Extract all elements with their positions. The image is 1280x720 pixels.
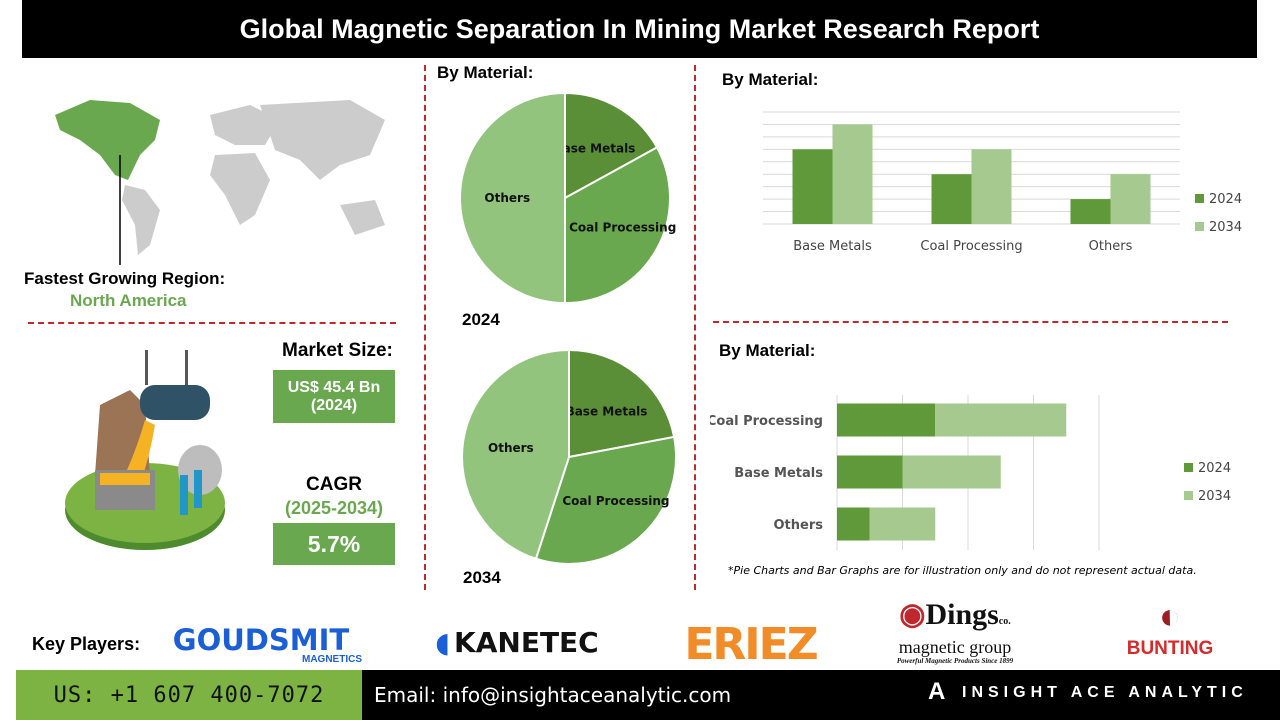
bunting-logo: ◐ BUNTING [1126, 595, 1214, 659]
stacked-bar-chart: Coal Processing Base Metals Others 2024 2034 [710, 395, 1231, 550]
disclaimer: *Pie Charts and Bar Graphs are for illus… [728, 564, 1197, 577]
market-size-box: US$ 45.4 Bn (2024) [273, 370, 395, 423]
pie-caption-2024: 2024 [462, 310, 500, 329]
bar-title: By Material: [722, 70, 819, 89]
y-tick-label: Coal Processing [710, 414, 823, 429]
key-players-label: Key Players: [32, 634, 141, 654]
bar [832, 124, 873, 224]
bar [792, 149, 833, 224]
cagr-value: 5.7% [273, 523, 395, 565]
market-size-label: Market Size: [282, 340, 393, 361]
cagr-period: (2025-2034) [284, 498, 384, 518]
cagr-label: CAGR [306, 474, 362, 495]
pie-chart-2034: Base Metals Coal Processing Others [461, 348, 677, 565]
legend-swatch [1195, 194, 1204, 203]
legend-label: 2034 [1209, 220, 1242, 235]
region-value: North America [70, 291, 187, 310]
y-tick-label: Others [774, 518, 824, 533]
bar-segment [902, 455, 1001, 489]
pie-slice [564, 91, 659, 200]
page-title: Global Magnetic Separation In Mining Mar… [22, 0, 1257, 58]
bar-segment [935, 403, 1067, 437]
pie-slice [568, 348, 676, 459]
pie-title: By Material: [437, 63, 534, 82]
pie-label: Coal Processing [569, 220, 676, 234]
bar [1070, 199, 1111, 224]
bar-segment [837, 403, 936, 437]
bar-segment [869, 507, 936, 541]
footer-bar: Email: info@insightaceanalytic.com A INS… [362, 670, 1280, 720]
market-size-year: (2024) [310, 396, 358, 414]
mining-illustration [65, 350, 225, 550]
brand-logo-icon: A [928, 678, 946, 705]
divider [713, 321, 1228, 323]
phone-number[interactable]: US: +1 607 400-7072 [16, 670, 362, 720]
pie-label: Base Metals [566, 405, 648, 419]
pie-caption-2034: 2034 [463, 568, 501, 587]
divider [28, 322, 396, 324]
bar-chart: Base Metals Coal Processing Others 2024 2034 [763, 111, 1242, 254]
pie-label: Others [484, 191, 530, 205]
kanetec-logo: ◖ KANETEC [435, 625, 599, 659]
dings-logo: ◉Dingsco. magnetic group Powerful Magnet… [896, 597, 1014, 665]
pie-label: Others [488, 441, 534, 455]
bar [931, 174, 972, 224]
bar [1110, 174, 1151, 224]
bar-segment [837, 455, 903, 489]
pie-slice [564, 146, 671, 305]
x-tick-label: Others [1089, 239, 1133, 254]
world-map [55, 100, 385, 265]
market-size-value: US$ 45.4 Bn [287, 378, 381, 396]
pie-label: Coal Processing [562, 494, 669, 508]
legend-swatch [1184, 463, 1193, 472]
region-label: Fastest Growing Region: [24, 269, 226, 288]
email-link[interactable]: Email: info@insightaceanalytic.com [374, 683, 732, 707]
pie-slice [534, 435, 677, 565]
x-tick-label: Coal Processing [920, 239, 1022, 254]
bar [971, 149, 1012, 224]
divider [424, 65, 426, 590]
brand-name: INSIGHT ACE ANALYTIC [962, 684, 1248, 701]
eriez-logo: ERIEZ [684, 618, 818, 670]
x-tick-label: Base Metals [793, 239, 872, 254]
pie-chart-2024: Base Metals Coal Processing Others [459, 91, 676, 305]
legend-label: 2024 [1198, 461, 1231, 476]
legend-label: 2034 [1198, 489, 1231, 504]
pie-label: Base Metals [553, 141, 635, 155]
pie-slice [459, 91, 566, 305]
legend-swatch [1195, 222, 1204, 231]
y-tick-label: Base Metals [734, 466, 823, 481]
pie-slice [461, 348, 570, 561]
legend-swatch [1184, 491, 1193, 500]
bar-segment [837, 507, 870, 541]
north-america-region [55, 100, 160, 180]
divider [694, 65, 696, 590]
hbar-title: By Material: [719, 341, 816, 360]
goudsmit-logo: GOUDSMIT MAGNETICS [172, 622, 362, 665]
legend-label: 2024 [1209, 192, 1242, 207]
